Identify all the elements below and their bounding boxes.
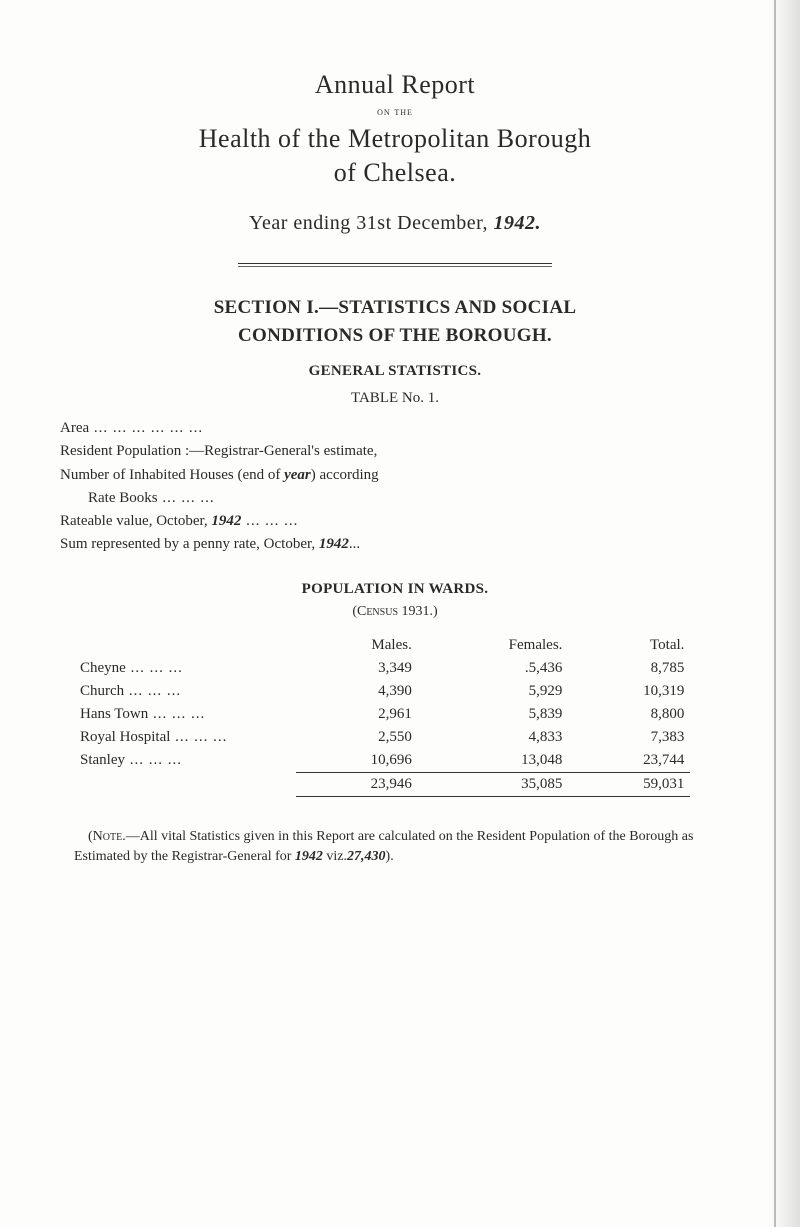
stat-resident-population: Resident Population :—Registrar-General'… (60, 440, 730, 463)
table-row: Hans Town 2,961 5,839 8,800 (74, 703, 690, 726)
ward-name: Church (80, 683, 124, 699)
ellipsis-icon (158, 490, 215, 506)
rateable-pre: Rateable value, October, (60, 513, 211, 529)
table-header-row: Males. Females. Total. (74, 634, 690, 657)
row-label: Cheyne (74, 657, 296, 680)
ellipsis-icon (241, 513, 298, 529)
penny-post: ... (349, 536, 360, 552)
total-males: 23,946 (296, 772, 418, 796)
table-totals-row: 23,946 35,085 59,031 (74, 772, 690, 796)
note-year-hand: 1942 (295, 849, 323, 864)
table-row: Cheyne 3,349 .5,436 8,785 (74, 657, 690, 680)
cell-females: 5,929 (418, 680, 569, 703)
totals-blank (74, 772, 296, 796)
section-1-head-line2: CONDITIONS OF THE BOROUGH. (60, 325, 730, 347)
ward-name: Royal Hospital (80, 729, 170, 745)
cell-females: .5,436 (418, 657, 569, 680)
title-chelsea: of Chelsea. (60, 158, 730, 188)
note-close: ). (386, 849, 394, 864)
cell-females: 13,048 (418, 749, 569, 773)
year-ending-line: Year ending 31st December, 1942. (60, 212, 730, 235)
stat-inhabited-houses: Number of Inhabited Houses (end of year)… (60, 464, 730, 487)
cell-males: 4,390 (296, 680, 418, 703)
ward-name: Hans Town (80, 706, 148, 722)
note-label: (Note.— (88, 829, 140, 844)
penny-pre: Sum represented by a penny rate, October… (60, 536, 319, 552)
footnote-note: (Note.—All vital Statistics given in thi… (74, 827, 700, 868)
cell-females: 5,839 (418, 703, 569, 726)
ward-name: Cheyne (80, 660, 126, 676)
year-handwritten: 1942. (494, 212, 542, 234)
population-in-wards-head: POPULATION IN WARDS. (60, 581, 730, 598)
cell-females: 4,833 (418, 726, 569, 749)
stat-rateable-value: Rateable value, October, 1942 (60, 510, 730, 533)
population-table: Males. Females. Total. Cheyne 3,349 .5,4… (74, 634, 690, 803)
cell-males: 2,961 (296, 703, 418, 726)
general-statistics-head: GENERAL STATISTICS. (60, 363, 730, 380)
ellipsis-icon (170, 729, 227, 745)
row-label: Royal Hospital (74, 726, 296, 749)
cell-males: 2,550 (296, 726, 418, 749)
ellipsis-icon (146, 420, 203, 436)
table-row: Stanley 10,696 13,048 23,744 (74, 749, 690, 773)
houses-pre: Number of Inhabited Houses (end of (60, 467, 284, 483)
cell-males: 3,349 (296, 657, 418, 680)
stat-area-label: Area (60, 420, 89, 436)
note-viz: viz. (323, 849, 347, 864)
ward-name: Stanley (80, 752, 125, 768)
cell-males: 10,696 (296, 749, 418, 773)
horizontal-rule (238, 263, 553, 267)
col-total: Total. (568, 634, 690, 657)
houses-hand: year (284, 467, 311, 483)
stat-rate-books: Rate Books (60, 487, 730, 510)
table-underline-row (74, 796, 690, 803)
ellipsis-icon (89, 420, 146, 436)
table-row: Royal Hospital 2,550 4,833 7,383 (74, 726, 690, 749)
stat-penny-rate: Sum represented by a penny rate, October… (60, 533, 730, 556)
ellipsis-icon (124, 683, 181, 699)
rateable-hand: 1942 (211, 513, 241, 529)
note-viz-hand: 27,430 (347, 849, 386, 864)
total-total: 59,031 (568, 772, 690, 796)
cell-total: 23,744 (568, 749, 690, 773)
table-row: Church 4,390 5,929 10,319 (74, 680, 690, 703)
cell-total: 10,319 (568, 680, 690, 703)
col-blank (74, 634, 296, 657)
ellipsis-icon (126, 660, 183, 676)
rate-books-label: Rate Books (88, 490, 158, 506)
col-males: Males. (296, 634, 418, 657)
ellipsis-icon (125, 752, 182, 768)
houses-post: ) according (311, 467, 379, 483)
cell-total: 8,800 (568, 703, 690, 726)
cell-total: 8,785 (568, 657, 690, 680)
section-1-head-line1: SECTION I.—STATISTICS AND SOCIAL (60, 297, 730, 319)
ellipsis-icon (148, 706, 205, 722)
on-the: on the (60, 106, 730, 118)
col-females: Females. (418, 634, 569, 657)
stat-area: Area (60, 417, 730, 440)
title-health-line: Health of the Metropolitan Borough (60, 124, 730, 154)
table-no-1-label: TABLE No. 1. (60, 390, 730, 407)
cell-total: 7,383 (568, 726, 690, 749)
title-annual-report: Annual Report (60, 70, 730, 100)
penny-hand: 1942 (319, 536, 349, 552)
row-label: Stanley (74, 749, 296, 773)
census-1931: (Census 1931.) (60, 604, 730, 620)
row-label: Church (74, 680, 296, 703)
total-females: 35,085 (418, 772, 569, 796)
row-label: Hans Town (74, 703, 296, 726)
year-ending-prefix: Year ending 31st December, (249, 212, 494, 234)
scanned-page: Annual Report on the Health of the Metro… (0, 0, 800, 1227)
